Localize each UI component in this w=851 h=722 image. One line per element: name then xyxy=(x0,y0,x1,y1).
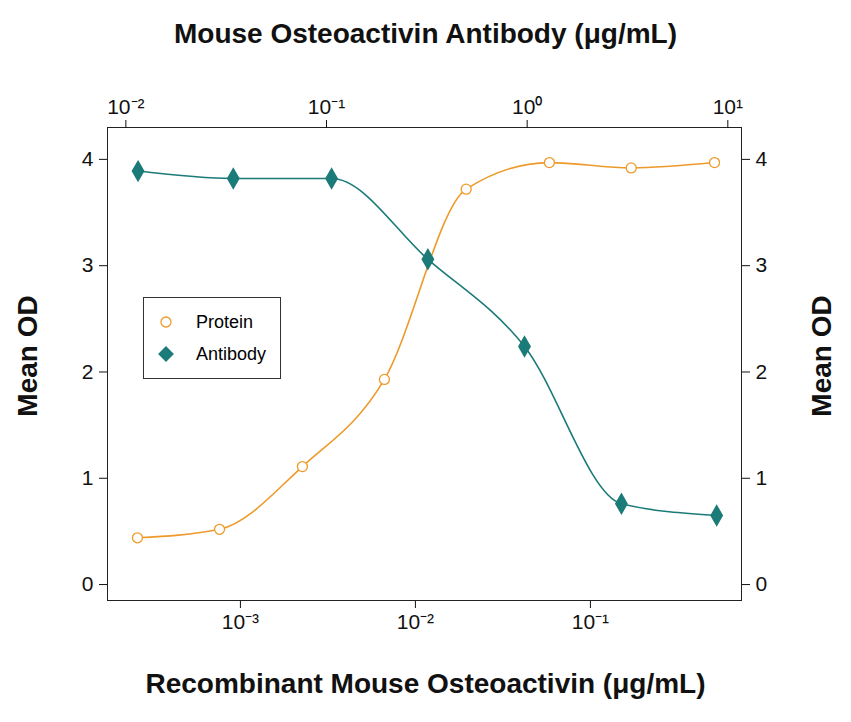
svg-text:10⁰: 10⁰ xyxy=(512,95,542,118)
svg-text:4: 4 xyxy=(756,147,768,170)
html-text:Antibody: Antibody xyxy=(196,343,267,364)
svg-text:10⁻¹: 10⁻¹ xyxy=(308,95,345,118)
svg-text:1: 1 xyxy=(756,466,768,489)
svg-text:10⁻²: 10⁻² xyxy=(107,95,144,118)
html-text:Protein: Protein xyxy=(196,311,253,332)
svg-text:4: 4 xyxy=(82,147,94,170)
html-text:Mean OD: Mean OD xyxy=(806,295,837,417)
svg-text:10⁻²: 10⁻² xyxy=(397,610,434,633)
svg-text:2: 2 xyxy=(756,360,768,383)
html-text:Recombinant Mouse Osteoactivin: Recombinant Mouse Osteoactivin (μg/mL) xyxy=(145,668,706,699)
svg-text:0: 0 xyxy=(756,572,768,595)
svg-text:10¹: 10¹ xyxy=(713,95,743,118)
svg-text:1: 1 xyxy=(82,466,94,489)
svg-text:10⁻³: 10⁻³ xyxy=(222,610,259,633)
svg-text:0: 0 xyxy=(82,572,94,595)
html-text:Mean OD: Mean OD xyxy=(12,295,43,417)
svg-text:3: 3 xyxy=(756,253,768,276)
html-text:Mouse Osteoactivin Antibody (μ: Mouse Osteoactivin Antibody (μg/mL) xyxy=(174,18,677,49)
svg-text:10⁻¹: 10⁻¹ xyxy=(572,610,609,633)
svg-text:2: 2 xyxy=(82,360,94,383)
svg-text:3: 3 xyxy=(82,253,94,276)
